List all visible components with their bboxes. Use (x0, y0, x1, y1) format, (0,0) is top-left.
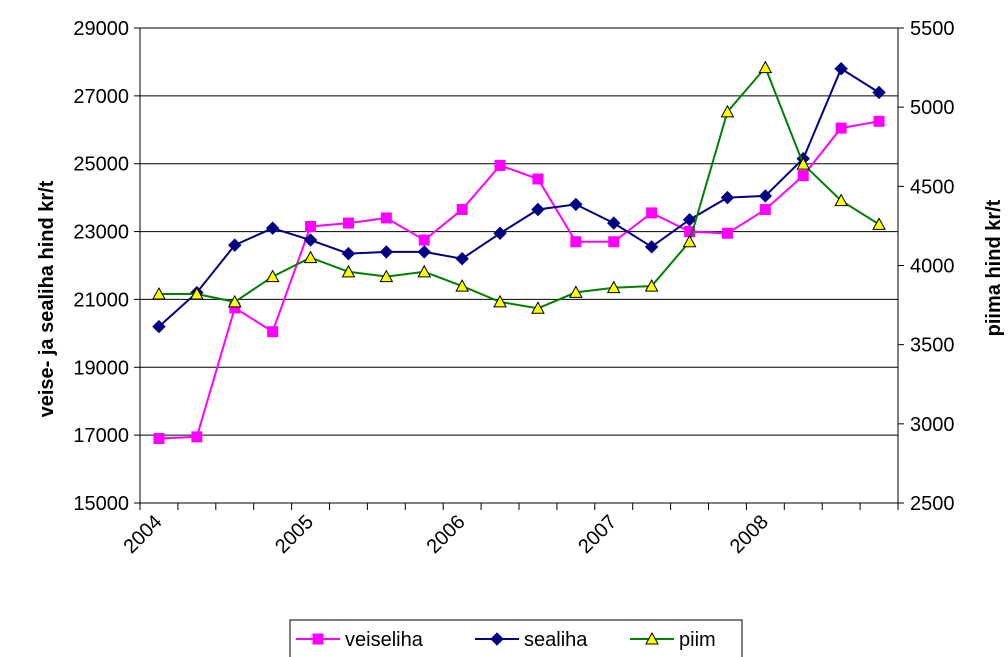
y-tick-label: 19000 (73, 357, 129, 379)
data-point-piim (531, 301, 545, 314)
series-group (152, 60, 886, 445)
data-point-piim (455, 279, 469, 292)
y-tick-label: 29000 (73, 18, 129, 40)
data-point-sealiha (455, 252, 469, 266)
data-point-piim (417, 264, 432, 278)
data-point-sealiha (758, 189, 773, 203)
series-veiseliha (153, 115, 885, 445)
x-axis-tick-labels: 2004 2005 2006 2007 2008 (119, 511, 772, 558)
data-point-veiseliha (153, 433, 165, 445)
data-point-sealiha (417, 245, 431, 259)
data-point-sealiha (682, 212, 697, 227)
data-point-veiseliha (759, 204, 771, 216)
data-point-piim (152, 286, 166, 300)
legend-label: sealiha (524, 629, 588, 651)
y2-tick-label: 2500 (910, 493, 955, 515)
x-tick-label: 2008 (726, 511, 773, 558)
right-axis-tick-labels: 2500 3000 3500 4000 4500 5000 5500 (910, 18, 955, 515)
data-point-veiseliha (797, 170, 809, 182)
data-point-veiseliha (873, 115, 885, 127)
data-point-piim (493, 294, 507, 308)
y2-tick-label: 4500 (910, 176, 955, 198)
data-point-sealiha (569, 197, 583, 212)
data-point-piim (682, 234, 697, 248)
data-point-veiseliha (380, 212, 392, 224)
y2-tick-label: 3500 (910, 335, 955, 357)
data-point-piim (341, 264, 356, 278)
y2-axis-title: piima hind kr/t (983, 199, 1005, 336)
data-point-piim (796, 157, 811, 170)
data-point-sealiha (720, 190, 735, 205)
data-point-veiseliha (342, 217, 354, 229)
data-point-veiseliha (608, 236, 620, 248)
data-point-sealiha (341, 246, 356, 261)
data-point-veiseliha (418, 234, 430, 246)
data-point-piim (265, 269, 280, 283)
data-point-veiseliha (835, 122, 847, 134)
y-tick-label: 17000 (73, 425, 129, 447)
x-tick-label: 2007 (574, 511, 621, 558)
axes (134, 27, 904, 510)
data-point-veiseliha (721, 227, 733, 239)
data-point-sealiha (644, 240, 659, 254)
data-point-piim (720, 104, 735, 118)
series-sealiha (152, 62, 886, 334)
legend: veiseliha sealiha piim (289, 619, 743, 657)
data-point-veiseliha (267, 326, 279, 338)
legend-marker (312, 633, 324, 645)
y2-tick-label: 4000 (910, 256, 955, 278)
data-point-piim (606, 280, 621, 294)
data-point-sealiha (303, 233, 318, 247)
y2-tick-label: 3000 (910, 414, 955, 436)
data-point-veiseliha (570, 236, 582, 248)
data-point-piim (758, 60, 773, 74)
y-tick-label: 27000 (73, 86, 129, 108)
data-point-sealiha (834, 62, 848, 76)
y-tick-label: 25000 (73, 154, 129, 176)
series-line-sealiha (158, 67, 880, 328)
legend-label: piim (679, 629, 716, 651)
y-tick-label: 23000 (73, 222, 129, 244)
data-point-veiseliha (532, 173, 544, 185)
x-tick-label: 2005 (271, 511, 318, 558)
data-point-sealiha (152, 319, 166, 334)
series-line-veiseliha (158, 120, 880, 440)
y-tick-label: 15000 (73, 493, 129, 515)
series-piim (152, 60, 886, 314)
left-axis-tick-labels: 15000 17000 19000 21000 23000 25000 27000 29000 (73, 18, 129, 515)
y-axis-title: veise- ja sealiha hind kr/t (36, 180, 58, 417)
y-tick-label: 21000 (73, 289, 129, 311)
data-point-piim (644, 279, 659, 292)
y2-tick-label: 5000 (910, 97, 955, 119)
data-point-piim (227, 294, 242, 308)
x-tick-label: 2004 (119, 511, 166, 558)
data-point-sealiha (872, 85, 886, 100)
legend-marker (490, 632, 504, 646)
data-point-sealiha (379, 245, 394, 259)
data-point-sealiha (228, 238, 242, 252)
data-point-sealiha (531, 202, 545, 217)
data-point-piim (872, 217, 886, 230)
data-point-sealiha (265, 221, 280, 235)
data-point-veiseliha (646, 207, 658, 219)
data-point-veiseliha (456, 204, 468, 216)
legend-label: veiseliha (345, 629, 424, 651)
data-point-piim (569, 285, 583, 298)
data-point-piim (379, 269, 394, 283)
legend-marker (645, 631, 659, 645)
data-point-piim (303, 250, 318, 264)
data-point-veiseliha (191, 431, 203, 443)
data-point-veiseliha (305, 220, 317, 232)
series-line-piim (158, 65, 880, 310)
data-point-sealiha (607, 216, 621, 230)
data-point-piim (190, 286, 204, 300)
data-point-sealiha (493, 226, 507, 240)
data-point-veiseliha (494, 159, 506, 171)
data-point-piim (834, 193, 848, 207)
y2-tick-label: 5500 (910, 18, 955, 40)
x-tick-label: 2006 (423, 511, 470, 558)
gridlines (140, 27, 898, 436)
